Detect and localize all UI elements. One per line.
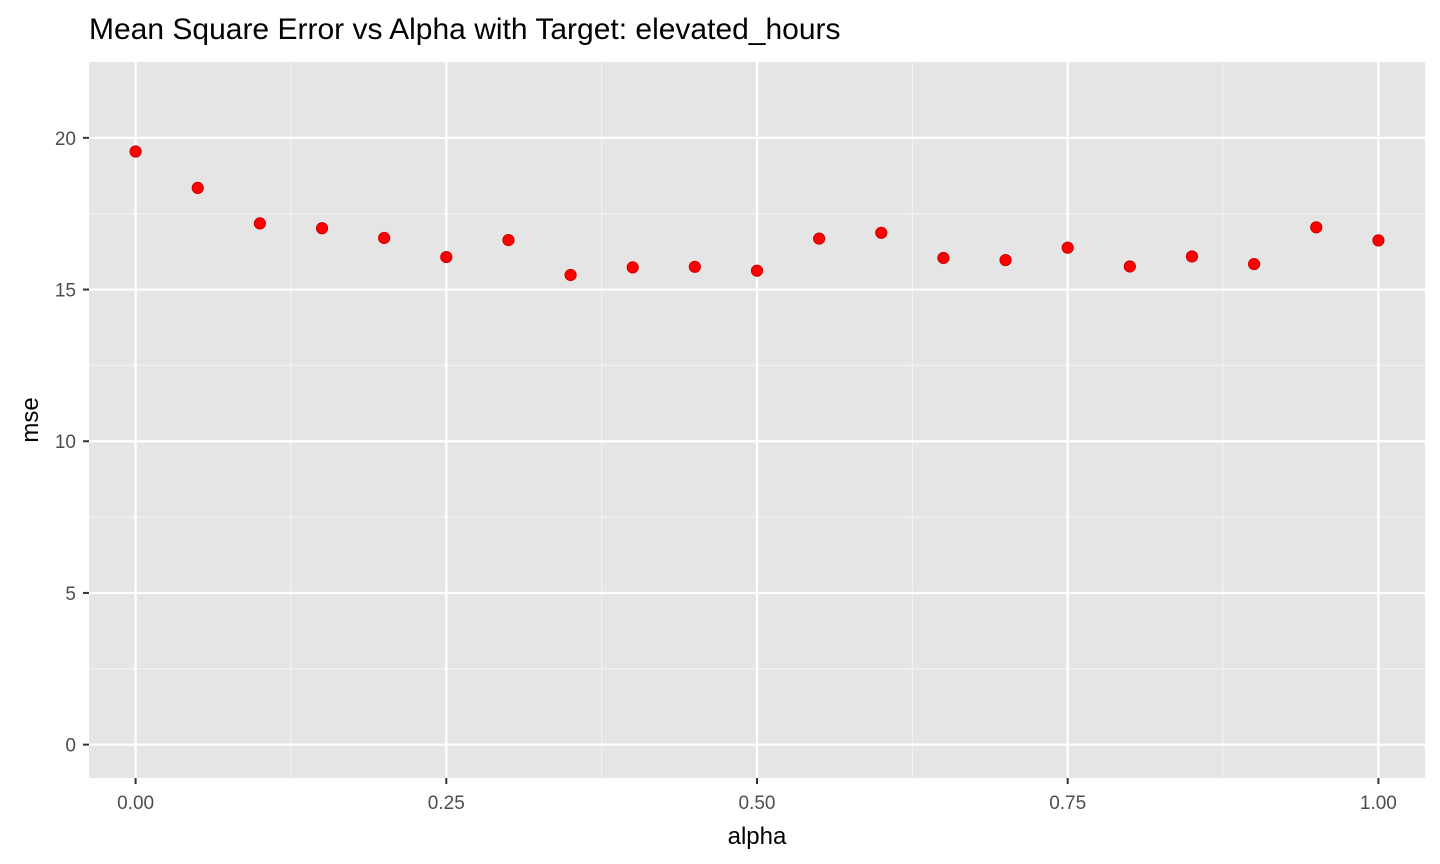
data-point	[626, 261, 639, 274]
data-point	[875, 226, 888, 239]
data-point	[688, 260, 701, 273]
y-tick-label: 5	[65, 584, 76, 605]
chart-title: Mean Square Error vs Alpha with Target: …	[89, 13, 841, 46]
data-point	[1061, 241, 1074, 254]
data-point	[129, 145, 142, 158]
x-tick-label: 0.75	[1049, 793, 1086, 814]
y-axis-title: mse	[17, 397, 44, 442]
x-tick-label: 0.50	[739, 793, 776, 814]
data-point	[253, 217, 266, 230]
data-point	[999, 254, 1012, 267]
data-point	[191, 181, 204, 195]
data-point	[1372, 234, 1385, 247]
data-point	[564, 268, 577, 282]
data-point	[1123, 260, 1136, 273]
data-point	[1185, 250, 1199, 263]
y-axis-ticks: 0 5 10 15 20	[55, 129, 89, 757]
y-tick-label: 20	[55, 129, 76, 150]
data-point	[315, 222, 329, 235]
y-tick-label: 10	[55, 432, 76, 453]
data-point	[750, 264, 764, 277]
data-point	[1310, 221, 1323, 234]
y-tick-label: 15	[55, 281, 76, 302]
x-tick-label: 1.00	[1360, 793, 1397, 814]
data-point	[502, 233, 515, 247]
y-tick-label: 0	[65, 736, 76, 757]
x-tick-label: 0.25	[428, 793, 465, 814]
data-point	[378, 231, 391, 245]
data-points	[129, 145, 1385, 282]
x-axis-title: alpha	[728, 823, 787, 850]
data-point	[813, 232, 826, 245]
data-point	[440, 250, 453, 264]
x-tick-label: 0.00	[117, 793, 154, 814]
major-gridlines	[89, 62, 1425, 778]
x-axis-ticks: 0.00 0.25 0.50 0.75 1.00	[117, 778, 1397, 814]
data-point	[1248, 257, 1261, 271]
data-point	[937, 251, 950, 265]
